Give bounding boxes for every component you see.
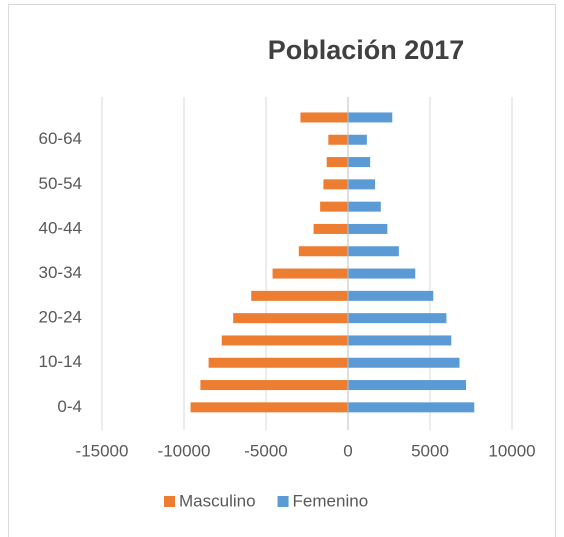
bar — [298, 246, 348, 257]
bar — [348, 201, 381, 212]
y-tick-label: 20-24 — [39, 308, 82, 327]
bar — [300, 112, 348, 123]
bar — [323, 179, 348, 190]
y-tick-label: 40-44 — [39, 218, 82, 237]
x-tick-label: 5000 — [411, 441, 449, 460]
bar — [348, 179, 376, 190]
y-tick-label: 50-54 — [39, 174, 82, 193]
bar — [233, 313, 348, 324]
legend-label: Femenino — [293, 491, 369, 510]
legend-swatch — [277, 496, 289, 507]
bar — [348, 134, 367, 145]
bar — [328, 134, 348, 145]
bar — [348, 313, 447, 324]
bar — [326, 157, 348, 168]
x-tick-label: -15000 — [76, 441, 129, 460]
bar — [190, 402, 348, 413]
bar — [208, 357, 348, 368]
bar — [272, 268, 348, 279]
bar — [348, 380, 467, 391]
x-tick-label: -10000 — [158, 441, 211, 460]
bar — [348, 112, 393, 123]
y-tick-label: 10-14 — [39, 352, 82, 371]
bar — [348, 157, 371, 168]
bar — [348, 335, 452, 346]
bar — [313, 223, 348, 234]
bar — [348, 268, 416, 279]
bar — [348, 246, 399, 257]
legend-label: Masculino — [179, 491, 256, 510]
bar — [221, 335, 348, 346]
bar — [320, 201, 348, 212]
y-tick-label: 0-4 — [57, 397, 82, 416]
chart-title: Población 2017 — [268, 35, 465, 65]
x-tick-label: -5000 — [244, 441, 287, 460]
bar — [251, 290, 348, 301]
y-tick-label: 60-64 — [39, 129, 82, 148]
y-tick-label: 30-34 — [39, 263, 82, 282]
bar — [348, 223, 388, 234]
legend-swatch — [164, 496, 175, 507]
bar — [348, 402, 475, 413]
bar — [200, 380, 348, 391]
x-tick-label: 0 — [343, 441, 352, 460]
bar — [348, 290, 434, 301]
bar — [348, 357, 460, 368]
x-tick-label: 10000 — [488, 441, 535, 460]
